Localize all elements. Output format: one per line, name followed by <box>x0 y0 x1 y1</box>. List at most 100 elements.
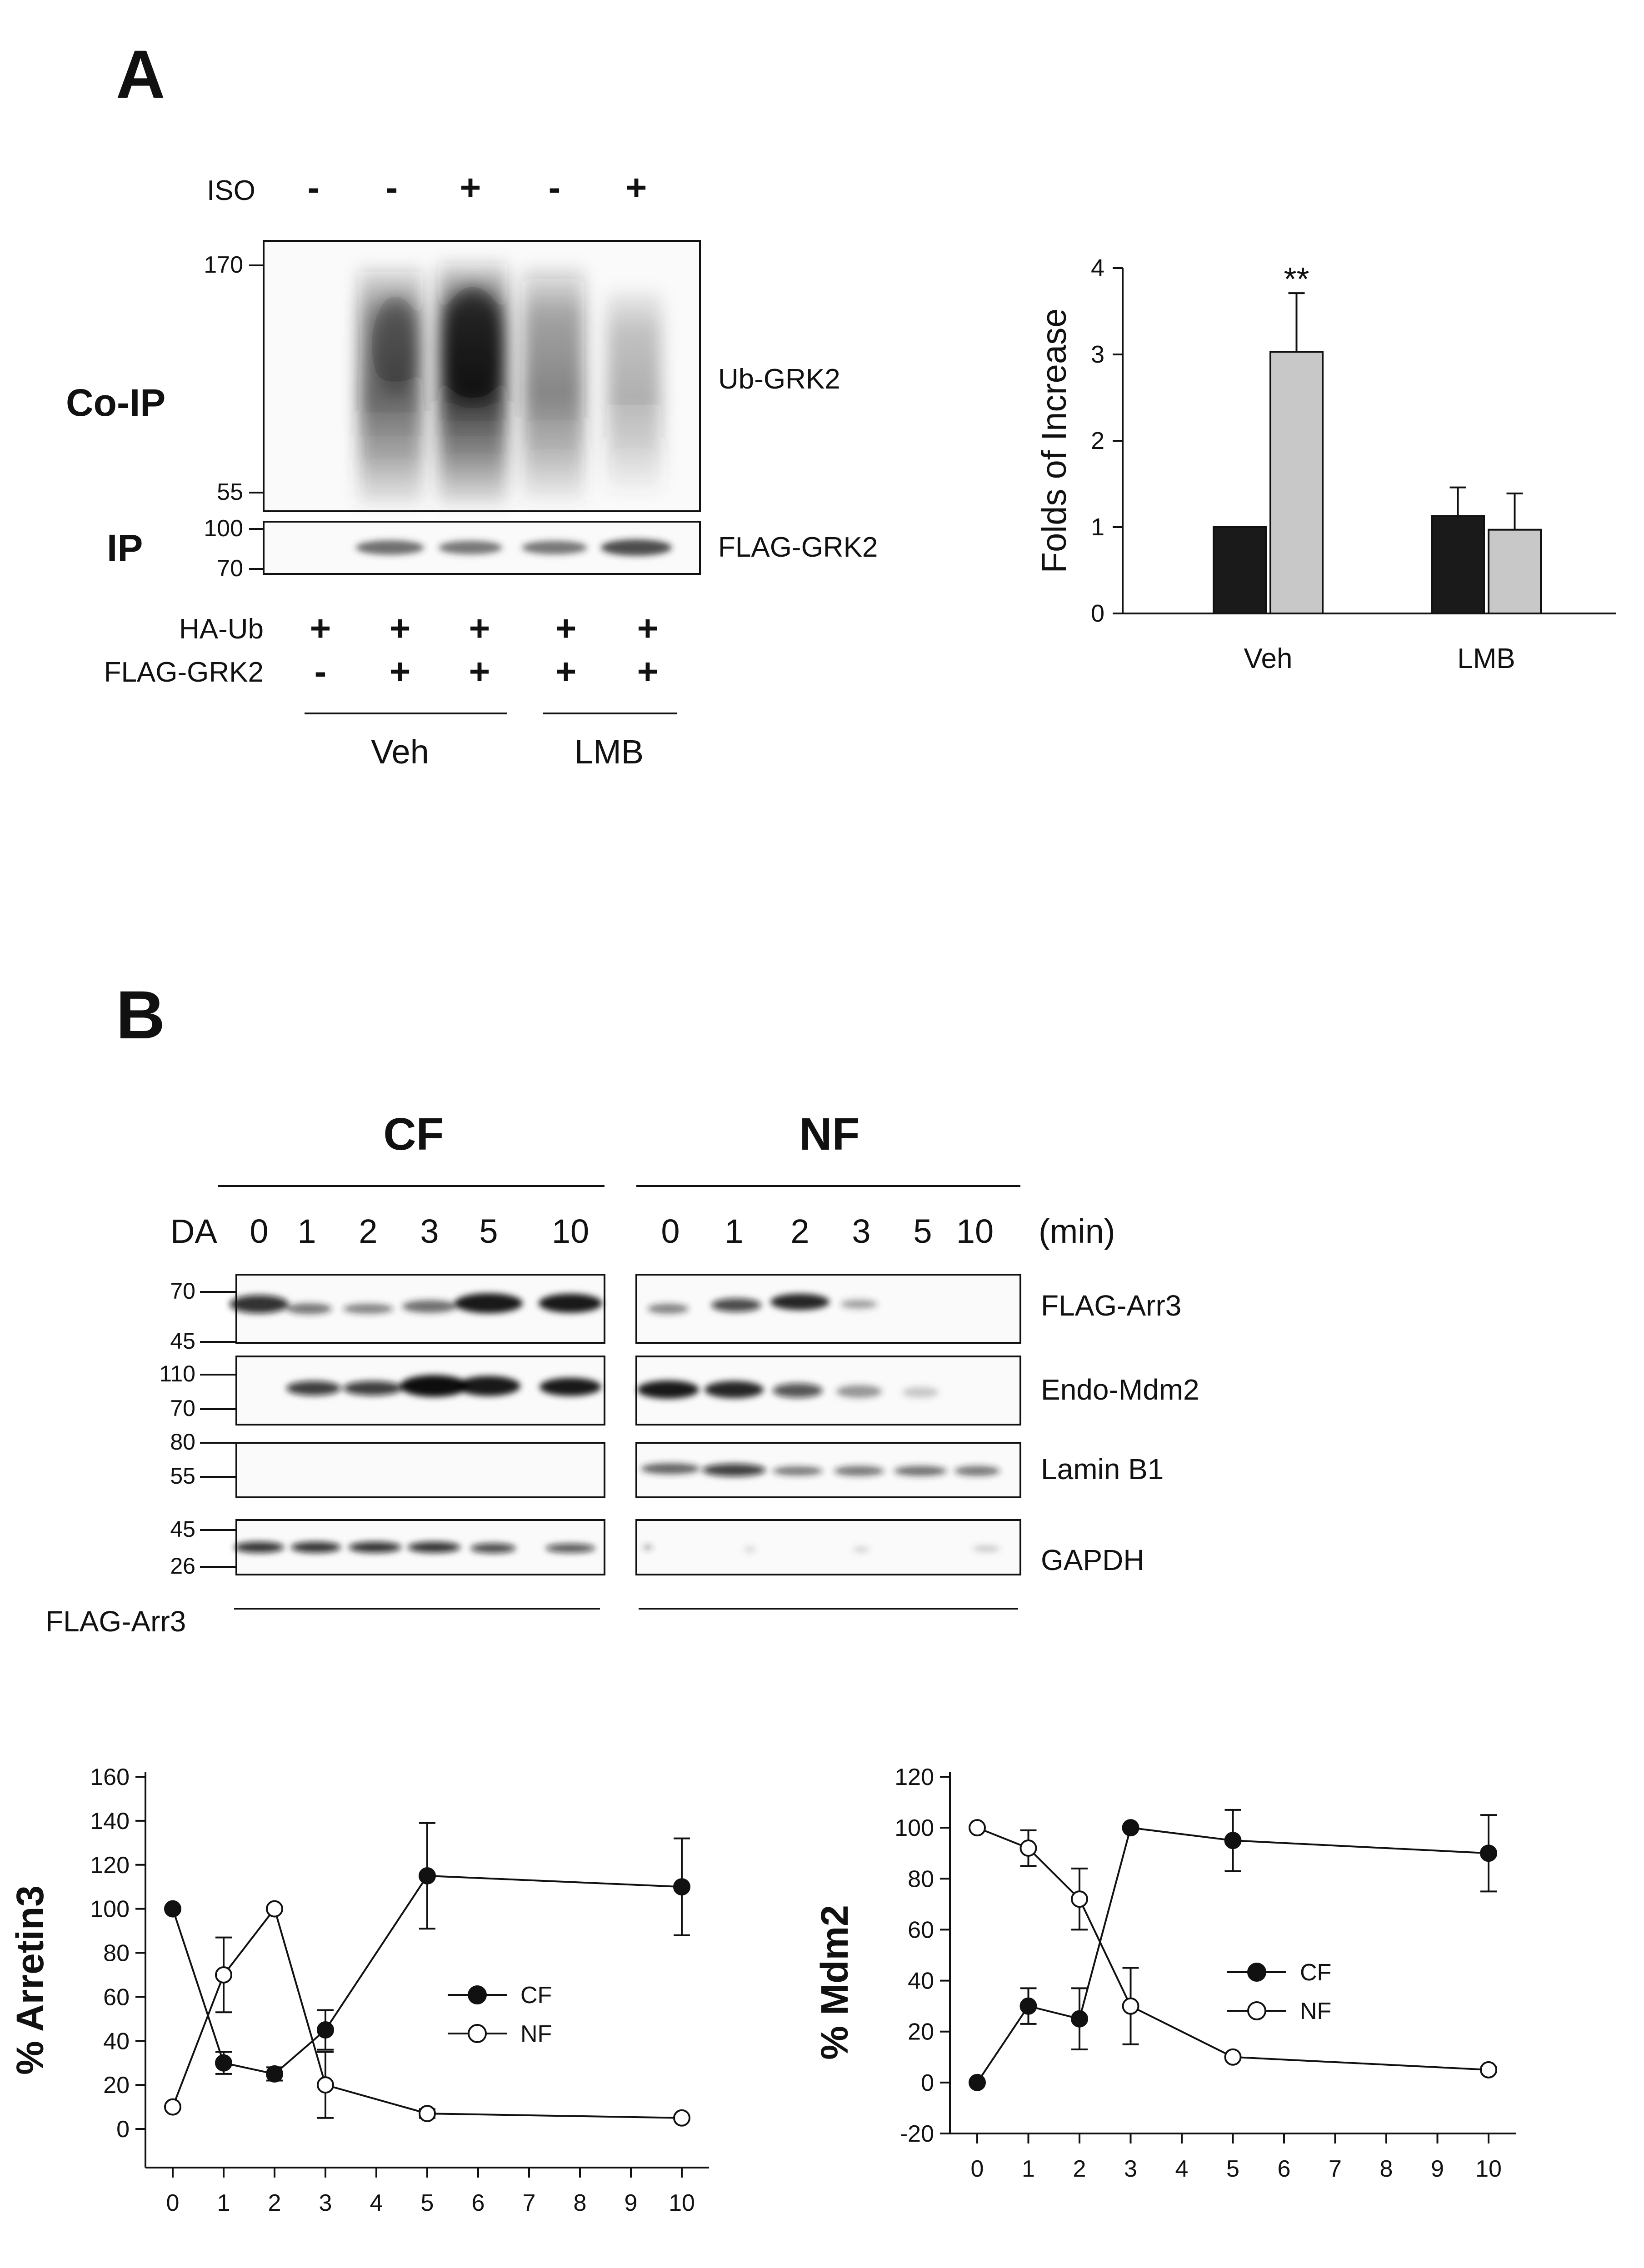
legend-marker <box>1247 2001 1266 2020</box>
x-tick-label: 8 <box>574 2190 587 2216</box>
data-point-nf <box>266 1900 283 1918</box>
y-tick-label: 60 <box>908 1917 934 1943</box>
marker: 45 <box>170 1516 195 1542</box>
line-chart-arrestin3: 0 20 40 60 80 100 120 140 160 0 1 2 3 4 5 6 7 8 9 10 % Arret… <box>9 1764 709 2216</box>
legend-label: NF <box>520 2021 552 2047</box>
y-tick-label: 3 <box>1091 341 1104 368</box>
flag-grk2-signs: - + + + + <box>315 651 659 692</box>
y-tick-label: 80 <box>103 1940 130 1967</box>
veh-group-label: Veh <box>371 733 429 771</box>
cf-header: CF <box>383 1109 444 1160</box>
x-tick-label: 1 <box>217 2190 230 2216</box>
coip-markers: 170 55 <box>204 252 264 505</box>
y-tick-label: 0 <box>921 2070 934 2096</box>
blot-lamin-b1: 80 55 Lamin B1 <box>170 1429 1164 1498</box>
ip-label: IP <box>107 527 143 569</box>
marker: 55 <box>170 1463 195 1489</box>
flag-grk2-sign: + <box>637 651 659 692</box>
iso-sign: - <box>549 167 561 208</box>
ha-ub-signs: + + + + + <box>310 608 659 648</box>
marker-55: 55 <box>217 479 243 505</box>
nf-header: NF <box>799 1109 859 1160</box>
series-line-nf <box>977 1827 1489 2071</box>
x-tick-label: 7 <box>1329 2156 1342 2182</box>
iso-label: ISO <box>207 175 255 206</box>
y-tick-label: 2 <box>1091 427 1104 454</box>
y-axis-label: % Arretin3 <box>9 1885 51 2075</box>
data-point-cf <box>266 2065 283 2083</box>
marker-100: 100 <box>204 515 243 542</box>
nf-time-labels: 0 1 2 3 5 10 <box>661 1212 994 1250</box>
iso-sign: + <box>626 167 647 208</box>
x-tick-label: 10 <box>1475 2156 1502 2182</box>
ip-markers: 100 70 <box>204 515 264 582</box>
data-point-cf <box>1019 1997 1037 2015</box>
time-label: 10 <box>956 1212 994 1250</box>
time-unit: (min) <box>1039 1212 1115 1250</box>
y-tick-label: 160 <box>90 1764 130 1790</box>
time-label: 3 <box>420 1212 439 1250</box>
panel-b-letter: B <box>116 977 165 1053</box>
x-tick-label: 2 <box>268 2190 281 2216</box>
legend-label: CF <box>1300 1959 1331 1986</box>
series-line-cf <box>976 1826 1489 2083</box>
ha-ub-sign: + <box>469 608 490 648</box>
data-point-nf <box>673 2109 690 2127</box>
bar <box>1488 528 1542 614</box>
y-tick-label: -20 <box>900 2121 934 2147</box>
blot-label: Lamin B1 <box>1041 1453 1164 1485</box>
iso-sign: + <box>460 167 481 208</box>
x-tick-label: 9 <box>625 2190 638 2216</box>
iso-sign: - <box>386 167 398 208</box>
time-label: 5 <box>479 1212 498 1250</box>
data-point-cf <box>673 1878 690 1896</box>
marker: 45 <box>170 1328 195 1354</box>
y-tick-label: 60 <box>103 1984 130 2010</box>
legend-marker <box>1247 1963 1266 1982</box>
flag-arr3-bottom-label: FLAG-Arr3 <box>45 1605 186 1638</box>
time-label: 2 <box>790 1212 809 1250</box>
legend-label: NF <box>1300 1998 1331 2024</box>
data-point-cf <box>317 2021 334 2039</box>
time-label: 1 <box>725 1212 743 1250</box>
iso-signs: - - + - + <box>308 167 647 208</box>
time-label: 5 <box>913 1212 932 1250</box>
data-point-nf <box>1071 1890 1088 1908</box>
marker: 70 <box>170 1278 195 1304</box>
time-label: 1 <box>297 1212 316 1250</box>
data-point-cf <box>1480 1844 1497 1862</box>
legend-marker <box>468 2024 487 2043</box>
y-tick-label: 40 <box>103 2028 130 2054</box>
iso-sign: - <box>308 167 320 208</box>
flag-grk2-sign: - <box>315 651 327 692</box>
ha-ub-sign: + <box>555 608 577 648</box>
flag-grk2-sign: + <box>555 651 577 692</box>
cf-time-labels: 0 1 2 3 5 10 <box>250 1212 589 1250</box>
series-line-nf <box>172 1907 682 2119</box>
time-label: 0 <box>661 1212 680 1250</box>
line-chart-mdm2: -20 0 20 40 60 80 100 120 0 1 2 3 4 5 6 7 8 9 10 % Mdm2 CF NF <box>813 1764 1516 2182</box>
x-tick-label: 5 <box>1226 2156 1239 2182</box>
time-label: 0 <box>250 1212 268 1250</box>
marker: 80 <box>170 1429 195 1455</box>
data-point-nf <box>419 2105 436 2123</box>
bar <box>1269 351 1324 614</box>
da-label: DA <box>170 1212 217 1250</box>
data-point-nf <box>215 1966 232 1984</box>
y-tick-label: 40 <box>908 1968 934 1994</box>
ha-ub-sign: + <box>637 608 659 648</box>
x-tick-label: 7 <box>523 2190 536 2216</box>
x-tick-label: 3 <box>1124 2156 1137 2182</box>
x-tick-label: 8 <box>1380 2156 1393 2182</box>
data-point-nf <box>317 2076 334 2094</box>
blot-gapdh: 45 26 GAPDH <box>170 1516 1144 1579</box>
ha-ub-label: HA-Ub <box>179 613 264 645</box>
y-axis-label: Folds of Increase <box>1035 309 1074 573</box>
series-line-cf <box>172 1874 682 2075</box>
legend-label: CF <box>520 1982 552 2009</box>
marker-170: 170 <box>204 252 243 278</box>
y-tick-label: 120 <box>90 1852 130 1879</box>
flag-grk2-band-label: FLAG-GRK2 <box>718 532 878 563</box>
y-tick-label: 0 <box>1091 600 1104 627</box>
lmb-group-label: LMB <box>575 733 644 771</box>
